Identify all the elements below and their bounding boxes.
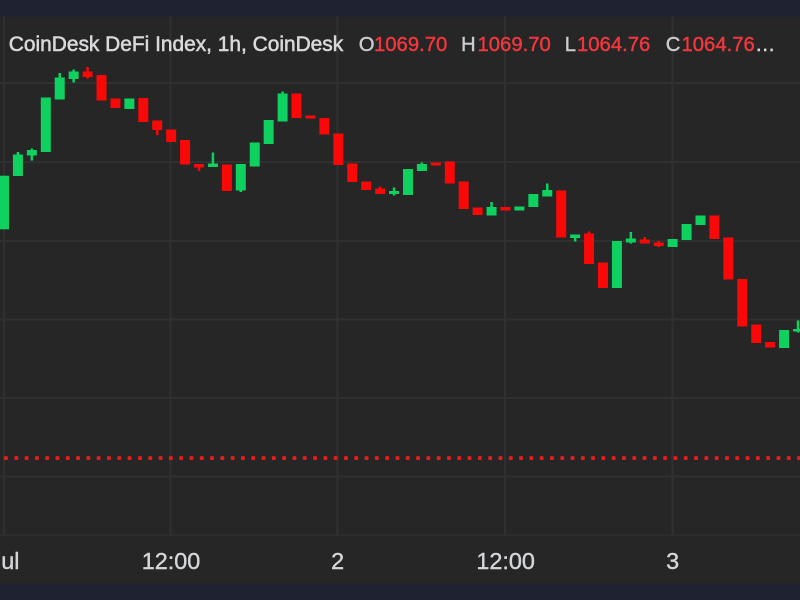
svg-text:12:00: 12:00 (476, 548, 535, 574)
svg-text:1069.70: 1069.70 (478, 34, 551, 56)
svg-text:L: L (565, 34, 576, 56)
svg-text:CoinDesk DeFi Index, 1h, CoinD: CoinDesk DeFi Index, 1h, CoinDesk (9, 33, 344, 56)
svg-text:12:00: 12:00 (142, 548, 201, 574)
svg-text:…: … (755, 34, 775, 56)
svg-text:2: 2 (331, 548, 344, 574)
svg-text:C: C (666, 34, 681, 56)
svg-text:H: H (461, 34, 476, 56)
svg-text:Jul: Jul (0, 548, 19, 574)
svg-text:1069.70: 1069.70 (374, 34, 447, 56)
svg-text:3: 3 (666, 548, 679, 574)
svg-text:O: O (359, 34, 375, 56)
svg-text:1064.76: 1064.76 (577, 34, 650, 56)
svg-text:1064.76: 1064.76 (682, 34, 755, 56)
